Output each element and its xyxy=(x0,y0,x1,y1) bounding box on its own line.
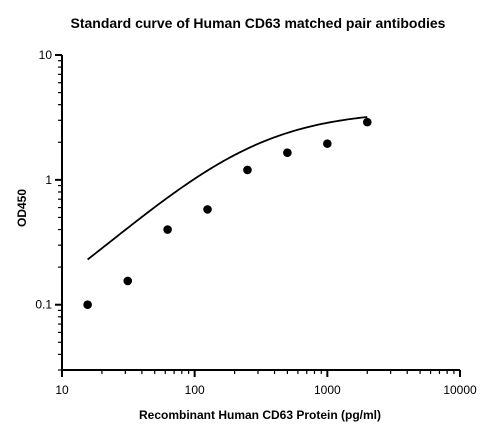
fit-curve xyxy=(87,116,368,261)
y-tick-label: 1 xyxy=(45,173,52,187)
data-point xyxy=(163,225,172,234)
data-point xyxy=(203,205,212,214)
ticks: 10 100 1000 10000 0.1 1 10 xyxy=(35,48,477,397)
axes xyxy=(61,55,460,371)
y-tick-label: 10 xyxy=(39,48,53,62)
data-point xyxy=(283,148,292,158)
x-tick-label: 10 xyxy=(55,383,69,397)
data-point xyxy=(123,276,133,286)
data-point xyxy=(83,300,92,310)
y-tick-label: 0.1 xyxy=(35,298,52,312)
chart-title: Standard curve of Human CD63 matched pai… xyxy=(71,15,446,31)
x-tick-label: 1000 xyxy=(314,383,341,397)
x-tick-label: 100 xyxy=(185,383,205,397)
data-point xyxy=(323,139,332,148)
y-axis-label: OD450 xyxy=(15,189,29,227)
data-point xyxy=(362,117,372,127)
data-points xyxy=(83,117,372,310)
x-axis-label: Recombinant Human CD63 Protein (pg/ml) xyxy=(139,408,381,422)
x-tick-label: 10000 xyxy=(443,383,477,397)
data-point xyxy=(243,165,252,175)
